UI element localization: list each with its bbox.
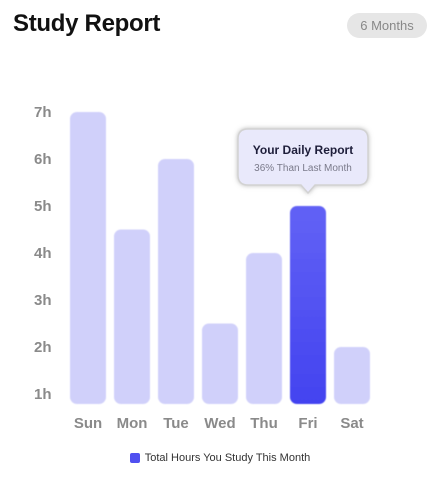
bars [70, 112, 370, 404]
y-tick-label: 5h [34, 198, 52, 215]
legend-label: Total Hours You Study This Month [144, 452, 311, 464]
y-tick-label: 4h [34, 245, 52, 262]
x-tick-label: Fri [298, 415, 317, 432]
x-axis: Sun Mon Tue Wed Thu Fri Sat [74, 415, 364, 432]
legend-swatch [129, 453, 140, 463]
x-tick-label: Sat [340, 415, 363, 432]
bar-fri[interactable] [290, 206, 326, 404]
bar-mon[interactable] [114, 229, 150, 405]
bar-thu[interactable] [246, 253, 282, 404]
y-tick-label: 6h [34, 151, 52, 168]
page-title: Study Report [13, 10, 161, 37]
x-tick-label: Thu [250, 415, 278, 432]
x-tick-label: Wed [204, 415, 235, 432]
bar-wed[interactable] [202, 323, 238, 405]
y-axis: 1h 2h 3h 4h 5h 6h 7h [34, 104, 52, 403]
legend: Total Hours You Study This Month [0, 452, 440, 464]
period-select-button[interactable]: 6 Months [347, 13, 427, 38]
x-tick-label: Tue [163, 415, 189, 432]
tooltip-bubble [237, 128, 369, 195]
daily-report-tooltip: Your Daily Report 36% Than Last Month [237, 128, 369, 195]
study-hours-bar-chart: 1h 2h 3h 4h 5h 6h 7h Sun Mon Tue Wed Thu Fri Sat You… [34, 104, 370, 432]
bar-tue[interactable] [158, 159, 194, 404]
y-tick-label: 1h [34, 386, 52, 403]
y-tick-label: 7h [34, 104, 52, 121]
x-tick-label: Sun [74, 415, 102, 432]
bar-sat[interactable] [334, 347, 370, 404]
y-tick-label: 2h [34, 339, 52, 356]
x-tick-label: Mon [117, 415, 148, 432]
bar-sun[interactable] [70, 112, 106, 404]
tooltip-title: Your Daily Report [253, 143, 353, 157]
y-tick-label: 3h [34, 292, 52, 309]
tooltip-subtitle: 36% Than Last Month [254, 163, 352, 174]
